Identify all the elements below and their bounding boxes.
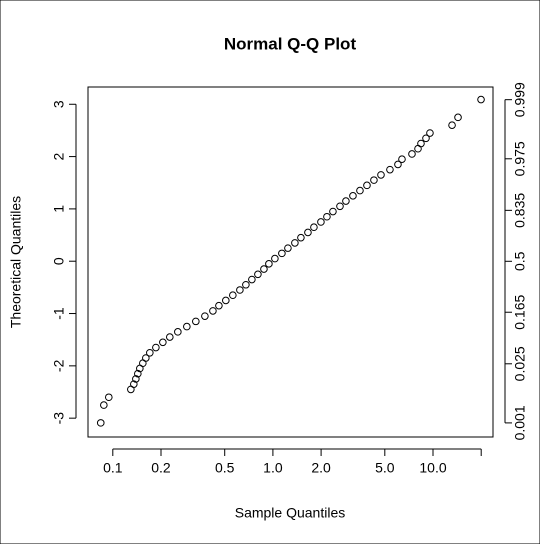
point [394,160,402,169]
point [297,233,305,242]
point [254,270,262,279]
y2-tick-label: 0.001 [512,405,528,440]
point [96,419,105,427]
point [477,95,485,104]
point [192,317,200,326]
y-tick-label: -1 [51,307,67,320]
x-tick-label: 0.2 [151,460,171,476]
x-tick-label: 2.0 [311,460,331,476]
point [201,312,209,320]
point [104,393,113,402]
point [329,207,337,216]
point [386,165,394,174]
point [356,186,364,195]
point [132,375,140,383]
point [349,192,357,200]
point [260,265,268,273]
point [398,155,406,163]
point [408,150,416,158]
point [317,218,325,226]
point [215,301,223,310]
point [454,113,462,122]
x-axis-label: Sample Quantiles [235,505,346,521]
x-tick-label: 1.0 [263,460,283,476]
point [146,348,154,357]
point [417,139,425,148]
point [100,401,108,409]
y-tick-label: 0 [51,257,67,265]
point [310,223,318,232]
point [242,280,250,289]
point [236,286,244,294]
x-tick-label: 0.1 [103,460,123,476]
y-tick-label: 1 [51,205,67,213]
y-axis-label: Theoretical Quantiles [8,196,24,328]
point [448,121,456,129]
plot-box [87,86,494,438]
point [342,197,350,205]
x-tick-label: 0.5 [215,460,235,476]
point [183,322,191,331]
point [336,202,344,211]
point [271,254,279,263]
point [422,134,430,143]
x-tick-label: 10.0 [419,460,446,476]
point [134,369,142,378]
y2-tick-label: 0.5 [512,251,528,271]
y-tick-label: -3 [51,412,67,425]
y2-tick-label: 0.025 [512,346,528,381]
point [278,249,286,258]
point [265,260,273,268]
point [130,380,138,388]
y2-tick-label: 0.835 [512,193,528,228]
point [323,212,331,221]
point [248,275,256,284]
y-tick-label: 3 [51,100,67,108]
chart-title: Normal Q-Q Plot [224,34,357,53]
point [363,181,371,190]
point [291,239,299,247]
point [370,176,378,184]
point [142,354,150,362]
point [426,129,434,137]
point [222,296,230,305]
point [377,171,385,179]
point [209,307,217,315]
point [174,328,182,336]
y-tick-label: -2 [51,359,67,372]
point [304,228,312,237]
point [152,343,160,352]
point [229,291,237,300]
point [159,338,167,347]
y2-tick-label: 0.999 [512,82,528,117]
point [284,244,292,252]
y-tick-label: 2 [51,152,67,160]
y2-tick-label: 0.165 [512,295,528,330]
x-tick-label: 5.0 [375,460,395,476]
point [166,333,174,341]
y2-tick-label: 0.975 [512,141,528,176]
